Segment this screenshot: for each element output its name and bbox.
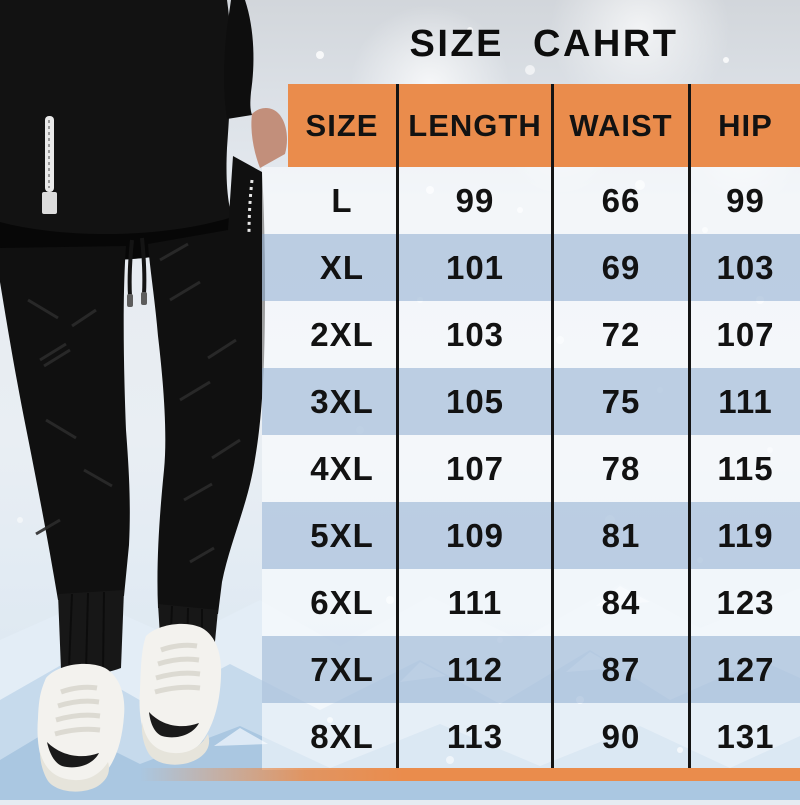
cell-size: 2XL [310, 315, 374, 353]
cell-size: 5XL [310, 516, 374, 554]
cell-length: 103 [396, 301, 551, 368]
cell-hip: 127 [688, 636, 800, 703]
cell-waist: 66 [551, 167, 688, 234]
cell-size: 7XL [310, 650, 374, 688]
hand [251, 108, 287, 168]
cell-waist: 78 [551, 435, 688, 502]
cell-hip: 115 [688, 435, 800, 502]
cell-hip: 123 [688, 569, 800, 636]
cell-waist: 90 [551, 703, 688, 770]
header-waist: WAIST [551, 84, 688, 167]
pocket-zipper-left [42, 116, 57, 214]
cell-hip: 119 [688, 502, 800, 569]
size-chart-title: SIZE CAHRT [409, 23, 679, 65]
product-photo [0, 0, 300, 800]
cell-length: 99 [396, 167, 551, 234]
cell-hip: 111 [688, 368, 800, 435]
cell-waist: 75 [551, 368, 688, 435]
size-chart-table: SIZE LENGTH WAIST HIP L 99 66 99 XL 101 … [262, 84, 800, 770]
cell-hip: 107 [688, 301, 800, 368]
sleeve [224, 0, 254, 119]
drawstrings [127, 237, 147, 307]
bottom-accent-bar [140, 768, 800, 781]
header-size: SIZE [305, 107, 379, 143]
cell-waist: 87 [551, 636, 688, 703]
table-row: 2XL 103 72 107 [262, 301, 800, 368]
table-row: 7XL 112 87 127 [262, 636, 800, 703]
cell-length: 107 [396, 435, 551, 502]
cell-hip: 131 [688, 703, 800, 770]
table-header-row: SIZE LENGTH WAIST HIP [288, 84, 800, 167]
cell-waist: 69 [551, 234, 688, 301]
table-row: 6XL 111 84 123 [262, 569, 800, 636]
sweatshirt [0, 0, 238, 260]
pocket-zipper-right [247, 179, 254, 235]
header-hip: HIP [688, 84, 800, 167]
cell-length: 111 [396, 569, 551, 636]
sneaker-left [37, 663, 125, 792]
pants-left-leg [0, 246, 130, 600]
cell-length: 109 [396, 502, 551, 569]
table-row: L 99 66 99 [262, 167, 800, 234]
table-row: 8XL 113 90 131 [262, 703, 800, 770]
sneaker-right [139, 623, 222, 765]
cell-size: 4XL [310, 449, 374, 487]
cell-size: 6XL [310, 583, 374, 621]
cell-waist: 81 [551, 502, 688, 569]
table-row: 5XL 109 81 119 [262, 502, 800, 569]
header-length: LENGTH [396, 84, 551, 167]
cell-length: 112 [396, 636, 551, 703]
cell-waist: 84 [551, 569, 688, 636]
cell-waist: 72 [551, 301, 688, 368]
cell-length: 113 [396, 703, 551, 770]
cell-size: XL [319, 248, 365, 286]
cell-hip: 99 [688, 167, 800, 234]
cell-size: 3XL [310, 382, 374, 420]
cell-length: 101 [396, 234, 551, 301]
cell-size: 8XL [310, 717, 374, 755]
cell-size: L [331, 181, 353, 219]
cell-length: 105 [396, 368, 551, 435]
cell-hip: 103 [688, 234, 800, 301]
table-row: 3XL 105 75 111 [262, 368, 800, 435]
table-row: 4XL 107 78 115 [262, 435, 800, 502]
table-row: XL 101 69 103 [262, 234, 800, 301]
